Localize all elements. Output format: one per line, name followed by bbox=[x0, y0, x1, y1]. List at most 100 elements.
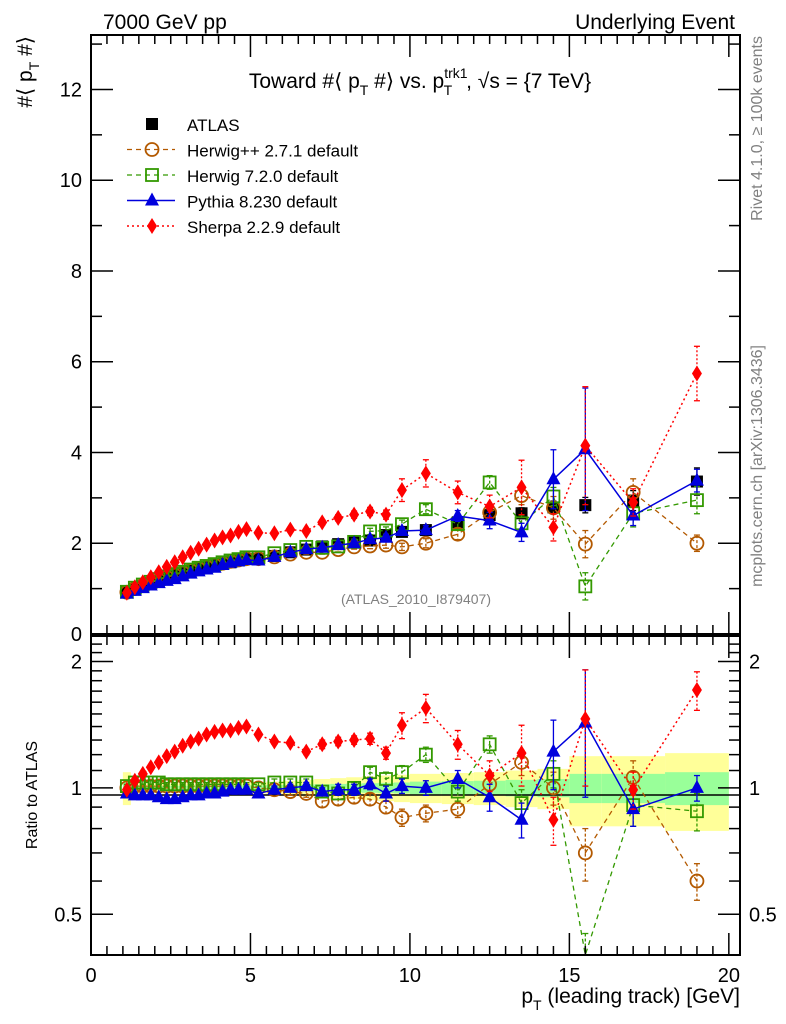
ratio-point-sherpa-2-2-9-default bbox=[201, 726, 212, 743]
ratio-point-sherpa-2-2-9-default bbox=[137, 765, 148, 782]
ratio-point-sherpa-2-2-9-default bbox=[285, 734, 296, 751]
main-point-sherpa-2-2-9-default bbox=[333, 509, 344, 526]
main-point-sherpa-2-2-9-default bbox=[121, 584, 132, 601]
legend-item-atlas: ATLAS bbox=[146, 116, 240, 135]
ratio-point-pythia-8-230-default bbox=[239, 781, 254, 795]
x-axis-label: pT (leading track) [GeV] bbox=[521, 985, 740, 1013]
ratio-point-herwig-2-7-1-default bbox=[418, 805, 434, 821]
y-tick-label: 0 bbox=[71, 624, 82, 646]
legend-marker bbox=[146, 118, 158, 130]
main-point-sherpa-2-2-9-default bbox=[452, 484, 463, 501]
ratio-point-pythia-8-230-default bbox=[143, 787, 158, 801]
main-point-pythia-8-230-default bbox=[394, 522, 409, 536]
main-point-sherpa-2-2-9-default bbox=[253, 524, 264, 541]
main-point-sherpa-2-2-9-default bbox=[217, 529, 228, 546]
ratio-point-sherpa-2-2-9-default bbox=[381, 745, 391, 762]
band-inner-segment bbox=[505, 779, 538, 797]
ratio-line-sherpa-2-2-9-default bbox=[126, 689, 698, 822]
main-title: Toward #⟨ pT #⟩ vs. ptrk1 T, √s = {7 TeV} bbox=[249, 65, 591, 98]
main-point-sherpa-2-2-9-default bbox=[201, 536, 212, 553]
header-left-label: 7000 GeV pp bbox=[103, 11, 227, 34]
main-point-pythia-8-230-default bbox=[331, 537, 346, 551]
ratio-point-sherpa-2-2-9-default bbox=[365, 730, 376, 747]
main-point-sherpa-2-2-9-default bbox=[233, 523, 244, 540]
legend-item-pythia-8-230-default: Pythia 8.230 default bbox=[127, 192, 338, 212]
ratio-y-tick-label: 0.5 bbox=[54, 904, 82, 926]
ratio-point-pythia-8-230-default bbox=[450, 770, 465, 784]
main-point-sherpa-2-2-9-default bbox=[381, 506, 391, 523]
header-right-label: Underlying Event bbox=[575, 11, 735, 34]
ratio-point-pythia-8-230-default bbox=[267, 781, 282, 795]
ratio-point-pythia-8-230-default bbox=[331, 781, 346, 795]
ratio-point-sherpa-2-2-9-default bbox=[269, 733, 280, 750]
ratio-point-sherpa-2-2-9-default bbox=[396, 717, 407, 734]
ratio-point-sherpa-2-2-9-default bbox=[169, 743, 180, 760]
main-point-sherpa-2-2-9-default bbox=[153, 564, 164, 581]
main-point-sherpa-2-2-9-default bbox=[169, 554, 180, 571]
legend: ATLAS Herwig++ 2.7.1 default Herwig 7.2.0 … bbox=[127, 116, 358, 237]
ratio-point-sherpa-2-2-9-default bbox=[691, 682, 702, 699]
legend-marker bbox=[145, 192, 159, 206]
legend-label: ATLAS bbox=[187, 116, 240, 135]
ratio-point-pythia-8-230-default bbox=[251, 785, 266, 799]
x-tick-label: 0 bbox=[85, 965, 96, 987]
main-point-pythia-8-230-default bbox=[482, 512, 497, 526]
ratio-point-sherpa-2-2-9-default bbox=[628, 781, 639, 798]
main-point-pythia-8-230-default bbox=[283, 544, 298, 558]
ratio-point-sherpa-2-2-9-default bbox=[177, 737, 188, 754]
legend-label: Herwig++ 2.7.1 default bbox=[187, 142, 358, 161]
main-series-pythia-8-230-default bbox=[119, 387, 704, 599]
ratio-point-sherpa-2-2-9-default bbox=[516, 745, 527, 762]
main-point-sherpa-2-2-9-default bbox=[225, 527, 236, 544]
ratio-point-sherpa-2-2-9-default bbox=[333, 733, 344, 750]
ratio-point-herwig-2-7-1-default bbox=[394, 810, 410, 825]
y-tick-label: 8 bbox=[71, 261, 82, 283]
ratio-series-pythia-8-230-default bbox=[119, 669, 704, 839]
ratio-point-pythia-8-230-default bbox=[283, 779, 298, 793]
main-point-sherpa-2-2-9-default bbox=[548, 519, 559, 536]
main-point-sherpa-2-2-9-default bbox=[691, 365, 702, 382]
main-point-pythia-8-230-default bbox=[267, 548, 282, 562]
ratio-point-herwig-7-2-0-default bbox=[167, 777, 182, 792]
mcplots-label: mcplots.cern.ch [arXiv:1306.3436] bbox=[749, 345, 766, 587]
main-series-herwig-7-2-0-default bbox=[119, 474, 704, 601]
ratio-point-pythia-8-230-default bbox=[151, 789, 166, 803]
main-point-pythia-8-230-default bbox=[546, 471, 561, 485]
main-axes: 0 2 4 6 8 10 12 bbox=[60, 35, 740, 646]
ratio-point-herwig-7-2-0-default bbox=[690, 804, 704, 819]
main-point-herwig-7-2-0-default bbox=[482, 475, 497, 490]
legend-marker bbox=[144, 142, 160, 157]
main-point-sherpa-2-2-9-default bbox=[161, 558, 172, 575]
main-point-sherpa-2-2-9-default bbox=[137, 574, 148, 591]
main-point-sherpa-2-2-9-default bbox=[209, 532, 220, 549]
legend-label: Herwig 7.2.0 default bbox=[187, 167, 338, 186]
main-point-pythia-8-230-default bbox=[363, 531, 378, 545]
main-series-sherpa-2-2-9-default bbox=[121, 345, 702, 601]
ratio-point-pythia-8-230-default bbox=[482, 789, 497, 803]
main-point-herwig-7-2-0-default bbox=[418, 502, 433, 517]
legend-item-sherpa-2-2-9-default: Sherpa 2.2.9 default bbox=[127, 218, 340, 237]
ratio-point-sherpa-2-2-9-default bbox=[209, 723, 220, 740]
ratio-point-sherpa-2-2-9-default bbox=[225, 722, 236, 739]
ratio-point-sherpa-2-2-9-default bbox=[233, 719, 244, 736]
ratio-point-herwig-7-2-0-default bbox=[418, 747, 433, 762]
main-series-layer bbox=[119, 345, 705, 601]
main-point-pythia-8-230-default bbox=[251, 552, 266, 566]
ratio-point-sherpa-2-2-9-default bbox=[301, 743, 312, 760]
main-point-herwig-2-7-1-default bbox=[394, 539, 410, 555]
ratio-point-pythia-8-230-default bbox=[379, 785, 393, 799]
ratio-point-pythia-8-230-default bbox=[394, 778, 409, 792]
main-line-herwig-7-2-0-default bbox=[126, 481, 698, 593]
legend-label: Sherpa 2.2.9 default bbox=[187, 218, 340, 237]
ratio-point-sherpa-2-2-9-default bbox=[349, 732, 360, 749]
main-point-herwig-2-7-1-default bbox=[577, 536, 593, 552]
ratio-point-sherpa-2-2-9-default bbox=[580, 710, 591, 727]
main-point-sherpa-2-2-9-default bbox=[285, 521, 296, 538]
ratio-point-sherpa-2-2-9-default bbox=[121, 781, 132, 798]
main-point-herwig-2-7-1-default bbox=[689, 535, 705, 551]
ratio-point-pythia-8-230-default bbox=[418, 779, 433, 793]
ratio-point-sherpa-2-2-9-default bbox=[185, 733, 196, 750]
ratio-point-sherpa-2-2-9-default bbox=[317, 736, 328, 753]
ratio-point-sherpa-2-2-9-default bbox=[420, 699, 431, 716]
y-tick-label: 6 bbox=[71, 352, 82, 374]
